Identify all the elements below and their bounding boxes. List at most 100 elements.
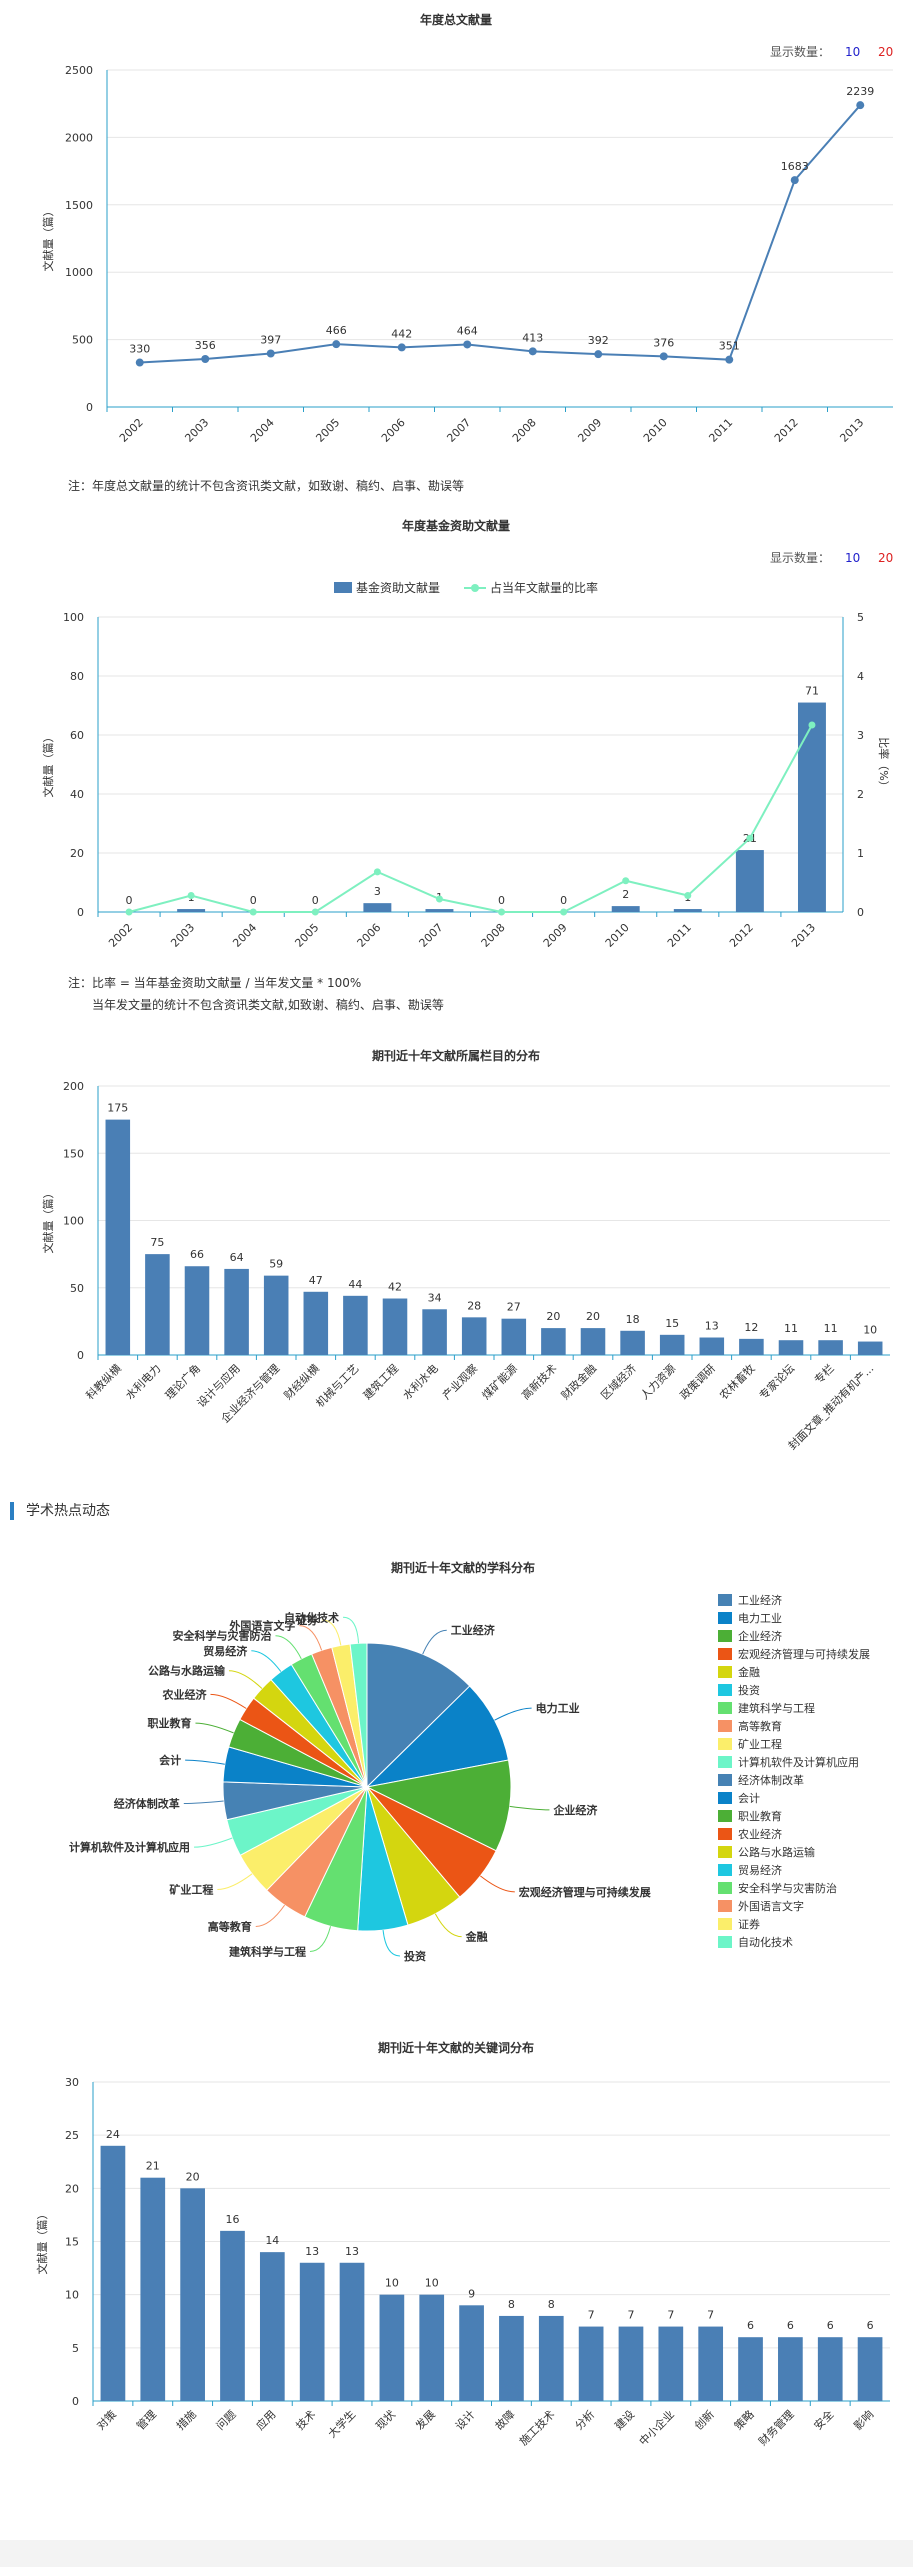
data-point[interactable] (463, 340, 472, 349)
legend-swatch[interactable] (718, 1738, 732, 1750)
bar[interactable] (100, 2145, 126, 2401)
legend-label[interactable]: 计算机软件及计算机应用 (738, 1755, 859, 1769)
legend-swatch[interactable] (718, 1828, 732, 1840)
display-count-option-20[interactable]: 20 (878, 45, 893, 59)
legend-swatch[interactable] (718, 1594, 732, 1606)
ratio-point[interactable] (622, 877, 630, 885)
legend-swatch[interactable] (718, 1810, 732, 1822)
legend-swatch[interactable] (718, 1702, 732, 1714)
legend-swatch[interactable] (718, 1882, 732, 1894)
legend-label[interactable]: 投资 (738, 1683, 760, 1697)
bar[interactable] (797, 702, 826, 912)
bar[interactable] (735, 850, 764, 912)
display-count-option-10[interactable]: 10 (845, 551, 860, 565)
legend-swatch[interactable] (718, 1864, 732, 1876)
legend-label[interactable]: 经济体制改革 (738, 1773, 804, 1787)
bar[interactable] (180, 2188, 205, 2401)
legend-swatch[interactable] (718, 1612, 732, 1624)
legend-label[interactable]: 自动化技术 (738, 1935, 793, 1949)
data-point[interactable] (266, 349, 275, 358)
bar[interactable] (580, 1328, 606, 1355)
ratio-point[interactable] (808, 721, 816, 729)
bar[interactable] (363, 903, 392, 912)
bar[interactable] (857, 1341, 883, 1355)
ratio-point[interactable] (560, 908, 568, 916)
bar[interactable] (541, 1328, 566, 1355)
ratio-point[interactable] (435, 895, 443, 903)
legend-label[interactable]: 企业经济 (738, 1629, 782, 1643)
data-point[interactable] (397, 343, 406, 352)
legend-swatch[interactable] (718, 1720, 732, 1732)
bar[interactable] (382, 1298, 408, 1355)
bar[interactable] (499, 2315, 524, 2401)
bar[interactable] (140, 2177, 166, 2401)
data-point[interactable] (856, 101, 865, 110)
bar[interactable] (339, 2262, 365, 2401)
bar[interactable] (224, 1268, 249, 1355)
legend-label[interactable]: 会计 (738, 1792, 760, 1805)
legend-label[interactable]: 高等教育 (738, 1719, 782, 1733)
data-point[interactable] (528, 347, 537, 356)
pie-slice[interactable] (365, 1685, 510, 1788)
legend-label[interactable]: 安全科学与灾害防治 (738, 1881, 837, 1895)
legend-label[interactable]: 电力工业 (738, 1612, 782, 1625)
bar[interactable] (177, 909, 206, 912)
legend-label[interactable]: 贸易经济 (738, 1863, 782, 1877)
legend-swatch[interactable] (718, 1900, 732, 1912)
bar[interactable] (578, 2326, 604, 2401)
bar[interactable] (538, 2315, 564, 2401)
legend-label[interactable]: 建筑科学与工程 (738, 1701, 815, 1715)
legend-swatch[interactable] (718, 1936, 732, 1948)
legend-label[interactable]: 农业经济 (738, 1827, 782, 1841)
bar[interactable] (618, 2326, 644, 2401)
legend-swatch[interactable] (718, 1774, 732, 1786)
legend-label[interactable]: 金融 (738, 1665, 760, 1679)
data-point[interactable] (725, 355, 734, 364)
legend-label[interactable]: 职业教育 (738, 1809, 782, 1823)
bar[interactable] (263, 1275, 289, 1355)
bar[interactable] (105, 1119, 131, 1355)
legend-swatch[interactable] (718, 1684, 732, 1696)
ratio-point[interactable] (684, 891, 692, 899)
bar[interactable] (459, 2305, 484, 2401)
data-point[interactable] (790, 176, 799, 185)
ratio-point[interactable] (373, 868, 381, 876)
display-count-option-20[interactable]: 20 (878, 551, 893, 565)
bar[interactable] (184, 1266, 210, 1355)
bar[interactable] (299, 2262, 325, 2401)
legend-swatch[interactable] (718, 1630, 732, 1642)
legend-swatch[interactable] (718, 1846, 732, 1858)
bar[interactable] (145, 1254, 170, 1355)
bar[interactable] (818, 1340, 843, 1355)
ratio-point[interactable] (498, 908, 506, 916)
bar[interactable] (303, 1291, 329, 1355)
legend-label[interactable]: 工业经济 (738, 1593, 782, 1607)
bar[interactable] (220, 2230, 245, 2401)
bar[interactable] (343, 1295, 368, 1355)
data-point[interactable] (332, 340, 341, 349)
legend-label[interactable]: 外国语言文字 (738, 1899, 804, 1913)
legend-swatch[interactable] (718, 1648, 732, 1660)
legend-label[interactable]: 宏观经济管理与可持续发展 (738, 1647, 870, 1661)
legend-swatch[interactable] (718, 1792, 732, 1804)
bar[interactable] (419, 2294, 445, 2401)
bar[interactable] (620, 1330, 645, 1355)
bar[interactable] (739, 1338, 764, 1355)
pie-slice[interactable] (349, 1642, 368, 1788)
bar[interactable] (611, 906, 640, 912)
ratio-point[interactable] (249, 908, 257, 916)
bar[interactable] (422, 1309, 447, 1355)
data-point[interactable] (594, 350, 603, 359)
bar[interactable] (379, 2294, 405, 2401)
bar[interactable] (501, 1318, 527, 1355)
bar[interactable] (425, 909, 454, 912)
bar[interactable] (778, 1340, 804, 1355)
bar[interactable] (673, 909, 702, 912)
data-point[interactable] (201, 355, 210, 364)
legend-label[interactable]: 公路与水路运输 (738, 1845, 815, 1859)
ratio-point[interactable] (746, 834, 754, 842)
data-point[interactable] (659, 352, 668, 361)
bar[interactable] (699, 1337, 725, 1355)
display-count-option-10[interactable]: 10 (845, 45, 860, 59)
bar[interactable] (817, 2337, 843, 2401)
